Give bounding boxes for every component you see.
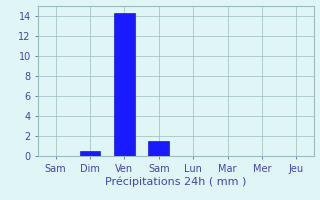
X-axis label: Précipitations 24h ( mm ): Précipitations 24h ( mm ): [105, 176, 247, 187]
Bar: [148, 141, 169, 156]
Bar: [80, 151, 100, 156]
Bar: [114, 13, 135, 156]
